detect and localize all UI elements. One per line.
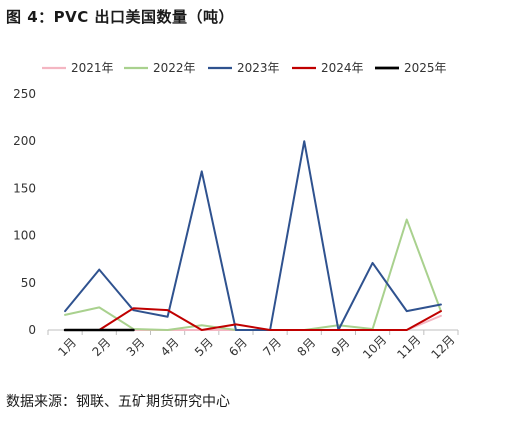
x-tick-label: 9月 (329, 335, 353, 359)
y-tick-label: 0 (28, 323, 36, 337)
chart-title: 图 4：PVC 出口美国数量（吨） (6, 8, 234, 26)
x-tick-label: 10月 (360, 333, 389, 362)
y-tick-label: 50 (21, 276, 36, 290)
series-line-2024年 (64, 307, 442, 331)
x-tick-label: 7月 (260, 335, 284, 359)
x-tick-label: 6月 (226, 335, 250, 359)
x-tick-label: 3月 (124, 335, 148, 359)
x-tick-label: 8月 (295, 335, 319, 359)
y-tick-label: 150 (13, 181, 36, 195)
x-tick-label: 5月 (192, 335, 216, 359)
data-source-note: 数据来源：钢联、五矿期货研究中心 (6, 394, 230, 410)
plot-area (63, 140, 442, 332)
y-tick-label: 100 (13, 229, 36, 243)
series-line-2022年 (64, 218, 442, 331)
y-axis: 0 50 100 150 200 250 (13, 87, 36, 337)
legend-label: 2022年 (153, 61, 196, 75)
y-tick-label: 200 (13, 134, 36, 148)
legend-label: 2024年 (321, 61, 364, 75)
series-line-2023年 (64, 140, 442, 331)
y-tick-label: 250 (13, 87, 36, 101)
x-axis: 1月 2月 3月 4月 5月 6月 7月 8月 9月 10月 11月 12月 (47, 329, 459, 362)
x-tick-label: 4月 (158, 335, 182, 359)
x-tick-label: 12月 (428, 333, 457, 362)
chart-legend: 2021年 2022年 2023年 2024年 2025年 (42, 61, 447, 75)
x-tick-label: 1月 (55, 335, 79, 359)
x-tick-label: 11月 (394, 333, 423, 362)
x-tick-label: 2月 (90, 335, 114, 359)
legend-label: 2025年 (404, 61, 447, 75)
legend-label: 2023年 (237, 61, 280, 75)
legend-label: 2021年 (71, 61, 114, 75)
